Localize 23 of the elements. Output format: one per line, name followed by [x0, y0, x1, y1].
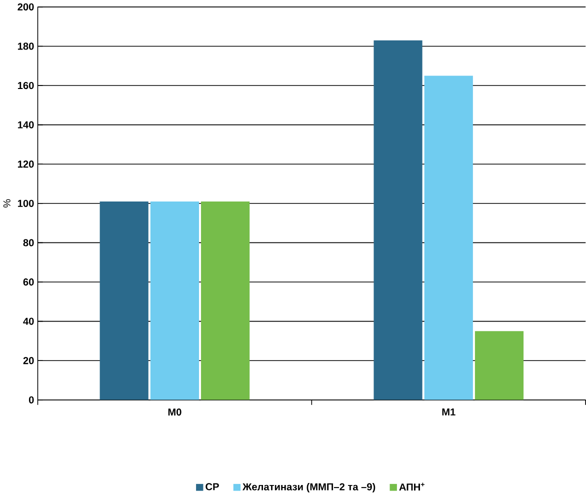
y-tick-label: 200 — [18, 3, 34, 10]
bar — [374, 40, 422, 400]
y-tick-label: 180 — [18, 42, 34, 50]
y-axis-title: % — [3, 199, 10, 208]
y-tick-label: 20 — [23, 356, 34, 364]
y-tick-label: 160 — [18, 82, 34, 90]
bar — [201, 201, 250, 400]
y-tick-label: 140 — [18, 121, 34, 128]
legend-label: СР — [206, 483, 219, 490]
x-tick-label: M1 — [442, 408, 456, 416]
legend-label: Желатинази (ММП–2 та –9) — [242, 482, 376, 492]
y-tick-label: 80 — [23, 239, 34, 246]
legend-label: АПН$^{+}$ — [399, 482, 424, 490]
x-tick-label: M0 — [168, 408, 182, 416]
bar — [474, 331, 524, 400]
bar — [100, 201, 148, 400]
y-tick-label: 0 — [28, 396, 34, 404]
bar — [150, 201, 199, 400]
y-tick-label: 40 — [23, 318, 34, 325]
y-tick-label: 120 — [18, 160, 34, 168]
y-tick-label: 100 — [18, 200, 34, 207]
y-tick-label: 60 — [23, 278, 34, 286]
bar — [424, 76, 473, 400]
